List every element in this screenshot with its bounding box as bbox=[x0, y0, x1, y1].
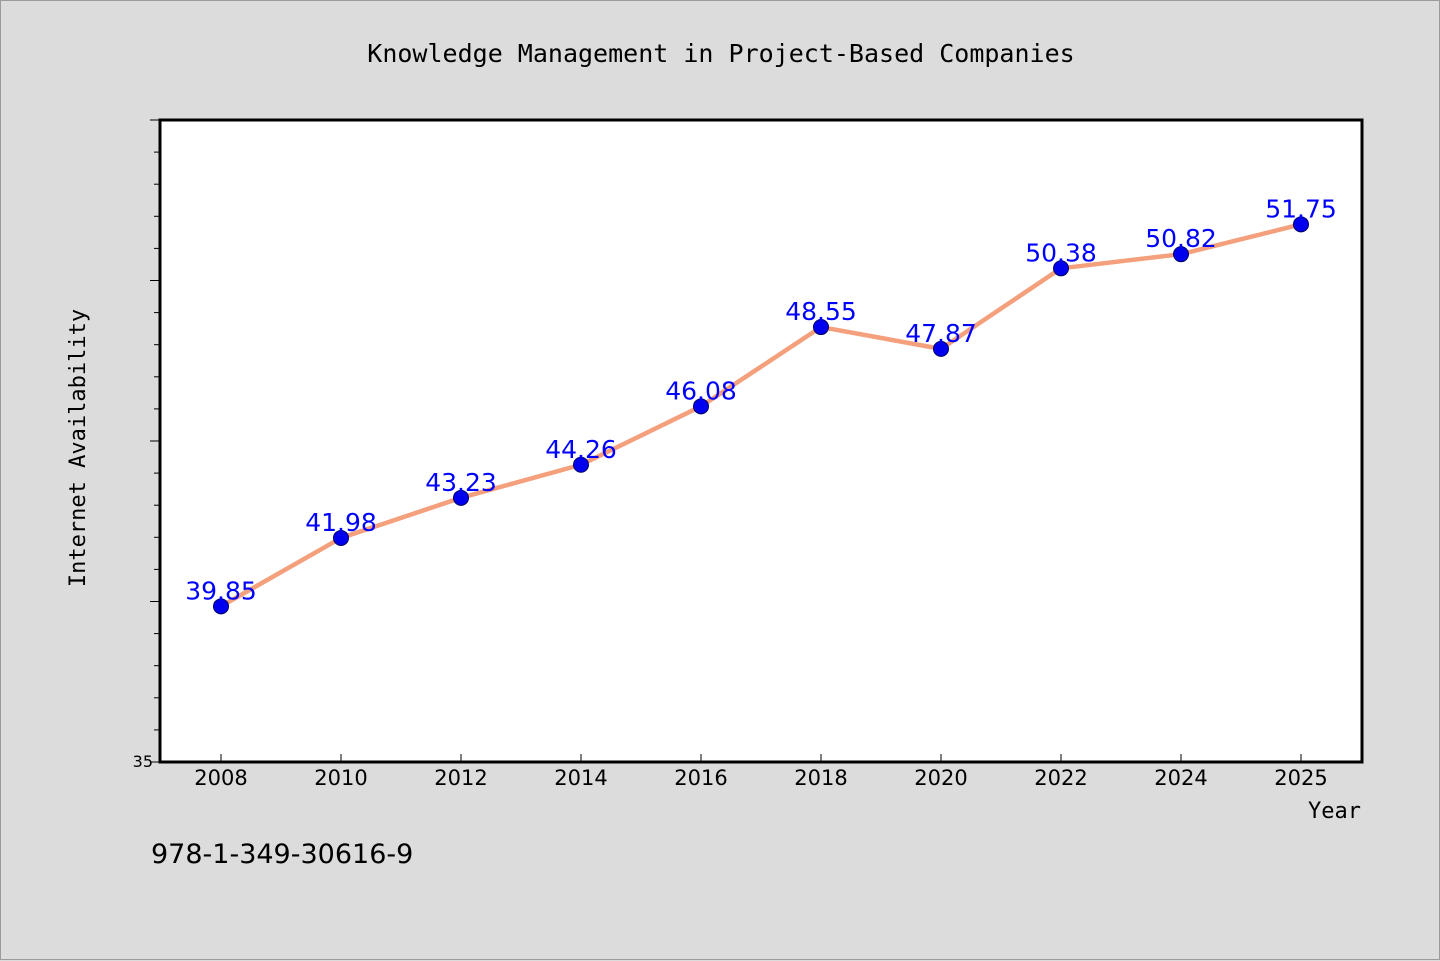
y-axis-label: Internet Availability bbox=[66, 309, 91, 587]
x-tick-label: 2025 bbox=[1274, 766, 1327, 790]
x-tick-label: 2012 bbox=[434, 766, 487, 790]
series-line bbox=[218, 222, 1304, 609]
x-axis-label: Year bbox=[1308, 799, 1361, 824]
data-label: 43.23 bbox=[425, 468, 497, 497]
x-tick-label: 2016 bbox=[674, 766, 727, 790]
x-tick-label: 2014 bbox=[554, 766, 607, 790]
data-label: 48.55 bbox=[785, 297, 857, 326]
data-label: 50.82 bbox=[1145, 224, 1217, 253]
x-tick-label: 2018 bbox=[794, 766, 847, 790]
data-point bbox=[1173, 246, 1189, 263]
data-point bbox=[813, 319, 829, 336]
data-point bbox=[333, 529, 349, 546]
y-axis-ticks: 35 bbox=[133, 119, 160, 771]
data-point bbox=[693, 398, 709, 415]
data-point bbox=[213, 598, 229, 615]
x-axis-ticks: 2008 2010 2012 2014 2016 2018 2020 2022 2024 2025 bbox=[194, 754, 1328, 790]
data-label: 41.98 bbox=[305, 508, 377, 537]
x-tick-label: 2008 bbox=[194, 766, 247, 790]
data-label: 44.26 bbox=[545, 435, 617, 464]
data-label: 50.38 bbox=[1025, 238, 1097, 267]
x-tick-label: 2024 bbox=[1154, 766, 1207, 790]
data-label: 39.85 bbox=[185, 576, 257, 605]
data-label: 46.08 bbox=[665, 376, 737, 405]
series-line-group bbox=[218, 222, 1304, 609]
isbn-text: 978-1-349-30616-9 bbox=[151, 839, 413, 870]
plot-area bbox=[158, 118, 1364, 764]
data-label: 47.87 bbox=[905, 319, 977, 348]
data-label: 51.75 bbox=[1265, 194, 1337, 223]
x-tick-label: 2020 bbox=[914, 766, 967, 790]
chart-title: Knowledge Management in Project-Based Co… bbox=[367, 39, 1074, 68]
data-point bbox=[933, 340, 949, 357]
x-tick-label: 2010 bbox=[314, 766, 367, 790]
x-tick-label: 2022 bbox=[1034, 766, 1087, 790]
data-point bbox=[1053, 260, 1069, 277]
data-labels-group: 39.85 41.98 43.23 44.26 46.08 48.55 47.87 50.38… bbox=[185, 194, 1337, 605]
series-points-group bbox=[213, 216, 1309, 615]
y-tick-label: 35 bbox=[133, 752, 153, 771]
data-point bbox=[453, 489, 469, 506]
data-point bbox=[1293, 216, 1309, 233]
data-point bbox=[573, 456, 589, 473]
